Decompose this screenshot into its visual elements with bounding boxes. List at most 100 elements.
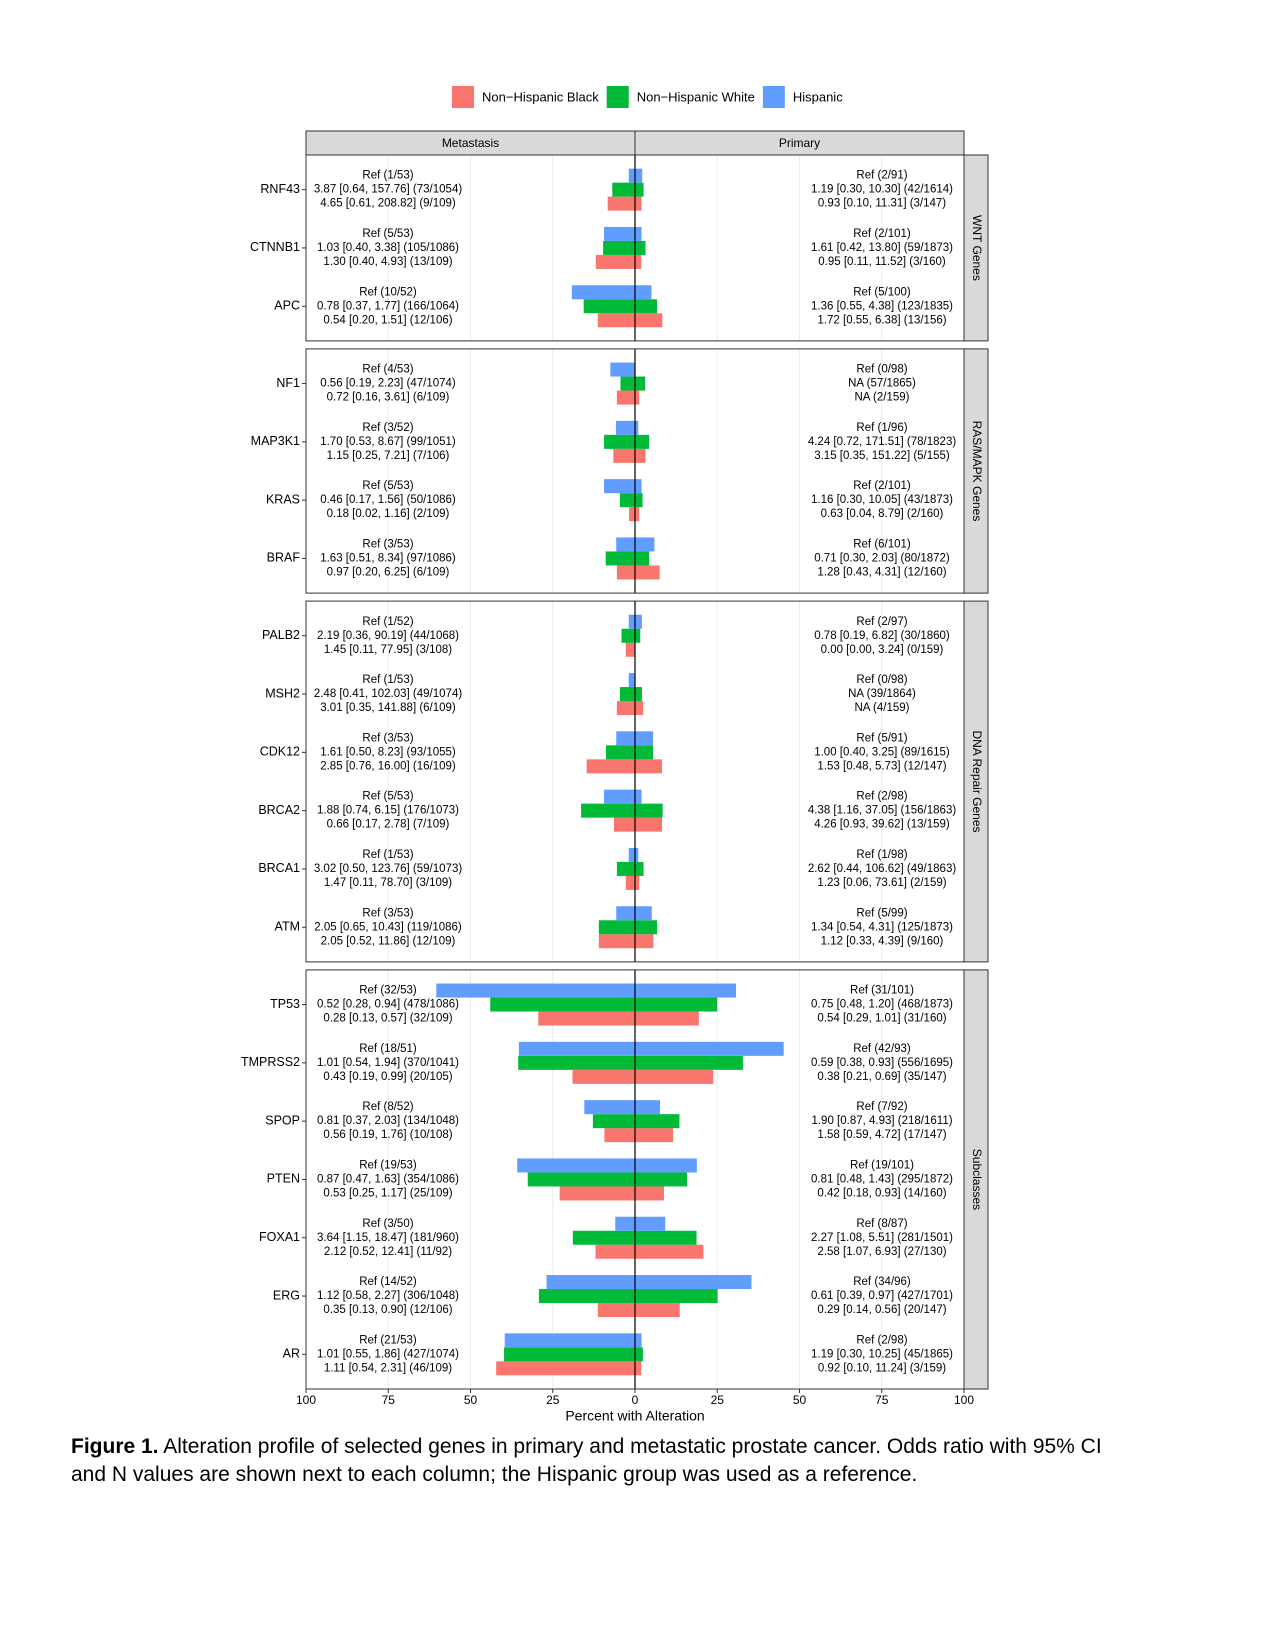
odds-ratio-label: 0.66 [0.17, 2.78] (7/109) (327, 819, 450, 831)
odds-ratio-label: Ref (4/53) (362, 364, 413, 376)
odds-ratio-label: Ref (5/91) (856, 732, 907, 744)
odds-ratio-label: Ref (1/53) (362, 674, 413, 686)
bar (595, 254, 635, 269)
odds-ratio-label: 0.61 [0.39, 0.97] (427/1701) (811, 1290, 953, 1302)
odds-ratio-label: 0.53 [0.25, 1.17] (25/109) (323, 1187, 452, 1199)
x-tick-label: 100 (954, 1393, 974, 1407)
bar (635, 1275, 752, 1290)
odds-ratio-label: 0.38 [0.21, 0.69] (35/147) (817, 1071, 946, 1083)
gene-label: BRCA1 (258, 861, 300, 875)
odds-ratio-label: Ref (3/53) (362, 538, 413, 550)
odds-ratio-label: 0.92 [0.10, 11.24] (3/159) (818, 1362, 946, 1374)
bar (635, 507, 640, 522)
odds-ratio-label: Ref (2/101) (853, 480, 911, 492)
bar (635, 1216, 666, 1231)
odds-ratio-label: 0.59 [0.38, 0.93] (556/1695) (811, 1057, 953, 1069)
odds-ratio-label: 2.05 [0.52, 11.86] (12/109) (321, 935, 456, 947)
bar (635, 997, 718, 1012)
odds-ratio-label: 1.30 [0.40, 4.93] (13/109) (323, 256, 452, 268)
bar (572, 1069, 635, 1084)
odds-ratio-label: 1.23 [0.06, 73.61] (2/159) (817, 877, 946, 889)
gene-label: SPOP (265, 1113, 300, 1127)
bar (635, 1186, 664, 1201)
odds-ratio-label: 0.87 [0.47, 1.63] (354/1086) (317, 1173, 459, 1185)
odds-ratio-label: 1.58 [0.59, 4.72] (17/147) (817, 1129, 946, 1141)
bar (616, 565, 635, 580)
bar (518, 1041, 635, 1056)
odds-ratio-label: 3.87 [0.64, 157.76] (73/1054) (314, 184, 463, 196)
odds-ratio-label: Ref (2/98) (856, 1334, 907, 1346)
odds-ratio-label: Ref (19/101) (850, 1159, 914, 1171)
bar (635, 254, 642, 269)
x-tick-label: 75 (382, 1393, 396, 1407)
odds-ratio-label: Ref (2/97) (856, 616, 907, 628)
odds-ratio-label: Ref (1/53) (362, 170, 413, 182)
x-tick-label: 50 (464, 1393, 478, 1407)
odds-ratio-label: 1.19 [0.30, 10.25] (45/1865) (811, 1348, 953, 1360)
odds-ratio-label: 0.52 [0.28, 0.94] (478/1086) (317, 999, 459, 1011)
legend-label: Hispanic (793, 89, 843, 104)
bar (619, 687, 635, 702)
bar (584, 1100, 635, 1115)
bar (635, 875, 640, 890)
bar (635, 920, 658, 935)
bar (635, 628, 641, 643)
bar (635, 551, 650, 566)
bar (504, 1333, 635, 1348)
bar (597, 1303, 635, 1318)
gene-label: TMPRSS2 (241, 1055, 300, 1069)
bar (598, 934, 635, 949)
odds-ratio-label: 1.90 [0.87, 4.93] (218/1611) (811, 1115, 952, 1127)
row-strip-label: Subclasses (970, 1149, 984, 1210)
bar (595, 1244, 635, 1259)
legend-swatch (606, 86, 629, 108)
odds-ratio-label: NA (57/1865) (848, 378, 916, 390)
odds-ratio-label: NA (39/1864) (848, 688, 916, 700)
odds-ratio-label: 0.72 [0.16, 3.61] (6/109) (327, 392, 450, 404)
row-strip-label: WNT Genes (970, 215, 984, 281)
odds-ratio-label: 1.00 [0.40, 3.25] (89/1615) (814, 746, 950, 758)
odds-ratio-label: 3.01 [0.35, 141.88] (6/109) (320, 702, 456, 714)
gene-label: CDK12 (260, 745, 300, 759)
bar (635, 1055, 743, 1070)
bar (616, 701, 635, 716)
bar (635, 1244, 704, 1259)
bar (517, 1158, 635, 1173)
bar (571, 285, 635, 300)
strip-label: Primary (779, 136, 820, 150)
bar (604, 479, 635, 494)
bar (635, 1041, 784, 1056)
bar (635, 745, 654, 760)
bar (436, 983, 635, 998)
gene-label: BRAF (267, 551, 301, 565)
bar (629, 507, 635, 522)
bar (613, 817, 635, 832)
figure-caption: Figure 1. Alteration profile of selected… (71, 1433, 1141, 1489)
bar (635, 1172, 687, 1187)
gene-label: PALB2 (262, 628, 300, 642)
odds-ratio-label: Ref (1/52) (362, 616, 413, 628)
odds-ratio-label: 2.62 [0.44, 106.62] (49/1863) (808, 863, 957, 875)
odds-ratio-label: 1.11 [0.54, 2.31] (46/109) (324, 1362, 452, 1374)
odds-ratio-label: 1.88 [0.74, 6.15] (176/1073) (317, 805, 459, 817)
odds-ratio-label: Ref (21/53) (359, 1334, 417, 1346)
odds-ratio-label: 1.63 [0.51, 8.34] (97/1086) (320, 552, 456, 564)
bar (496, 1361, 635, 1376)
odds-ratio-label: 2.27 [1.08, 5.51] (281/1501) (811, 1232, 953, 1244)
strip (305, 130, 636, 156)
bar (635, 1128, 674, 1143)
odds-ratio-label: NA (2/159) (855, 392, 910, 404)
bar (635, 1069, 714, 1084)
bar (604, 789, 635, 804)
odds-ratio-label: Ref (6/101) (853, 538, 911, 550)
caption-label: Figure 1. (71, 1435, 159, 1458)
odds-ratio-label: 1.12 [0.58, 2.27] (306/1048) (317, 1290, 459, 1302)
gene-label: APC (274, 299, 300, 313)
bar (538, 1011, 635, 1026)
odds-ratio-label: Ref (5/100) (853, 286, 911, 298)
odds-ratio-label: Ref (8/87) (856, 1218, 907, 1230)
gene-label: AR (283, 1347, 300, 1361)
odds-ratio-label: Ref (2/98) (856, 791, 907, 803)
odds-ratio-label: Ref (31/101) (850, 985, 914, 997)
